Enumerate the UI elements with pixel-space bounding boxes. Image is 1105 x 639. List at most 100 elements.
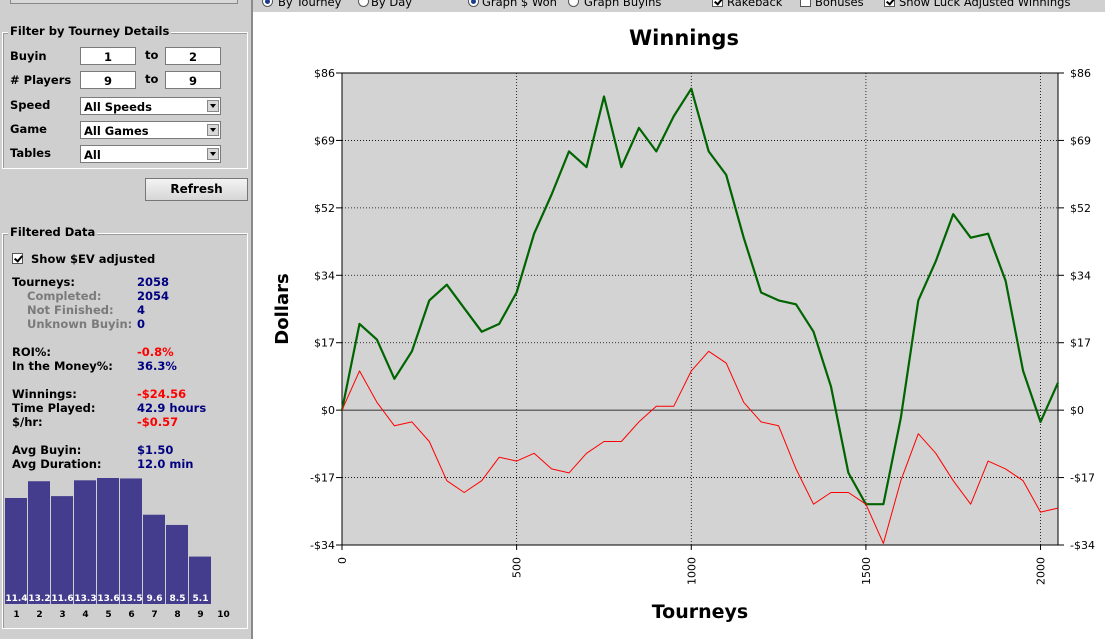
bar xyxy=(28,481,50,604)
range-from[interactable]: 9 xyxy=(80,71,136,89)
x-tick-label: 2 xyxy=(36,610,42,620)
dropdown[interactable]: All Speeds xyxy=(80,97,221,115)
option-label: By Day xyxy=(371,0,413,9)
y2-tick-label: $0 xyxy=(1070,404,1084,417)
dropdown-arrow[interactable] xyxy=(207,148,219,160)
stat-label: Avg Duration: xyxy=(12,457,102,471)
chart-title: Winnings xyxy=(629,26,739,50)
option-label: Graph $ Won xyxy=(482,0,557,9)
field-label: Speed xyxy=(10,98,51,112)
ev-checkbox[interactable] xyxy=(12,253,23,264)
x-tick-label: 5 xyxy=(105,610,111,620)
series-line xyxy=(341,350,1059,544)
y2-tick-label: $69 xyxy=(1070,134,1091,147)
x-tick-label: 1000 xyxy=(685,557,698,585)
option-label: Bonuses xyxy=(815,0,864,9)
bar-value-label: 13.2 xyxy=(28,594,50,604)
x-tick-label: 6 xyxy=(128,610,134,620)
checkbox-button[interactable] xyxy=(712,0,723,7)
dropdown-arrow[interactable] xyxy=(207,124,219,136)
bar xyxy=(97,478,119,604)
x-tick-label: 0 xyxy=(336,557,349,564)
range-sep: to xyxy=(145,48,159,62)
checkbox-button[interactable] xyxy=(884,0,895,7)
y2-tick-label: $17 xyxy=(1070,337,1091,350)
stat-value: 4 xyxy=(137,303,146,317)
stat-label: $/hr: xyxy=(12,415,43,429)
y-tick-label: $0 xyxy=(321,404,335,417)
stat-value: $1.50 xyxy=(137,443,174,457)
refresh-button[interactable]: Refresh xyxy=(145,178,248,201)
stat-label: ROI%: xyxy=(12,345,52,359)
collapsed-control xyxy=(10,0,238,4)
y-tick-label: $17 xyxy=(314,337,335,350)
stat-label: Completed: xyxy=(27,289,102,303)
y-tick-label: -$17 xyxy=(310,472,335,485)
y2-tick-label: $86 xyxy=(1070,67,1091,80)
x-tick-label: 1 xyxy=(13,610,19,620)
bar xyxy=(143,514,165,604)
bar xyxy=(5,497,27,604)
radio-button[interactable] xyxy=(468,0,479,7)
dropdown-arrow[interactable] xyxy=(207,100,219,112)
bar-value-label: 13.3 xyxy=(74,594,96,604)
bar-value-label: 5.1 xyxy=(193,594,209,604)
x-tick-label: 10 xyxy=(217,610,230,620)
x-tick-label: 9 xyxy=(197,610,203,620)
stat-value: -$24.56 xyxy=(137,387,187,401)
radio-button[interactable] xyxy=(262,0,273,7)
ev-checkbox-label: Show $EV adjusted xyxy=(31,252,156,266)
bar-value-label: 11.4 xyxy=(5,594,27,604)
x-axis-title: Tourneys xyxy=(652,601,749,623)
option-label: Graph Buyins xyxy=(584,0,662,9)
field-label: Buyin xyxy=(10,49,47,63)
stat-label: Winnings: xyxy=(12,387,77,401)
field-label: # Players xyxy=(10,73,72,87)
plot-area xyxy=(341,72,1059,546)
range-to[interactable]: 2 xyxy=(165,47,221,65)
bar-value-label: 11.6 xyxy=(51,594,73,604)
option-label: Show Luck Adjusted Winnings xyxy=(899,0,1071,9)
stat-label: Tourneys: xyxy=(12,275,76,289)
bar-value-label: 13.6 xyxy=(97,594,119,604)
stat-value: 2054 xyxy=(137,289,170,303)
stat-value: 36.3% xyxy=(137,359,177,373)
dropdown[interactable]: All xyxy=(80,145,221,163)
y-axis-title: Dollars xyxy=(272,273,293,344)
winnings-chart: Winnings Tourneys Dollars -$34 -$34 -$17 -$17 $… xyxy=(253,12,1105,639)
range-to[interactable]: 9 xyxy=(165,71,221,89)
stat-value: 42.9 hours xyxy=(137,401,207,415)
checkbox-button[interactable] xyxy=(800,0,811,7)
top-options: By Tourney By Day Graph $ Won Graph Buyins R… xyxy=(253,0,1105,12)
radio-button[interactable] xyxy=(568,0,579,7)
x-tick-label: 2000 xyxy=(1035,557,1048,585)
radio-button[interactable] xyxy=(358,0,369,7)
bar xyxy=(120,478,142,604)
filter-title: Filter by Tourney Details xyxy=(8,24,172,38)
range-from[interactable]: 1 xyxy=(80,47,136,65)
stat-value: 0 xyxy=(137,317,146,331)
stat-label: Avg Buyin: xyxy=(12,443,82,457)
dropdown[interactable]: All Games xyxy=(80,121,221,139)
y-tick-label: $52 xyxy=(314,202,335,215)
bar-value-label: 8.5 xyxy=(170,594,186,604)
histogram: 11.4 1 13.2 2 11.6 3 13.3 4 13.6 5 13.5 6 9.6 7 8.5 8 5.… xyxy=(5,478,230,620)
stat-value: 12.0 min xyxy=(137,457,194,471)
bar-value-label: 13.5 xyxy=(120,594,142,604)
range-sep: to xyxy=(145,72,159,86)
series-line xyxy=(340,87,1060,506)
y2-tick-label: -$34 xyxy=(1070,539,1095,552)
field-label: Tables xyxy=(10,146,51,160)
stat-value: -0.8% xyxy=(137,345,174,359)
stat-label: Unknown Buyin: xyxy=(27,317,133,331)
left-panel: Filter by Tourney Details Buyin 1 to 2 # Pla… xyxy=(0,0,253,639)
x-tick-label: 7 xyxy=(151,610,157,620)
x-tick-label: 8 xyxy=(174,610,180,620)
option-label: Rakeback xyxy=(727,0,783,9)
x-tick-label: 1500 xyxy=(860,557,873,585)
y2-tick-label: $34 xyxy=(1070,269,1091,282)
y-tick-label: $69 xyxy=(314,134,335,147)
y-tick-label: $34 xyxy=(314,269,335,282)
stat-value: -$0.57 xyxy=(137,415,179,429)
